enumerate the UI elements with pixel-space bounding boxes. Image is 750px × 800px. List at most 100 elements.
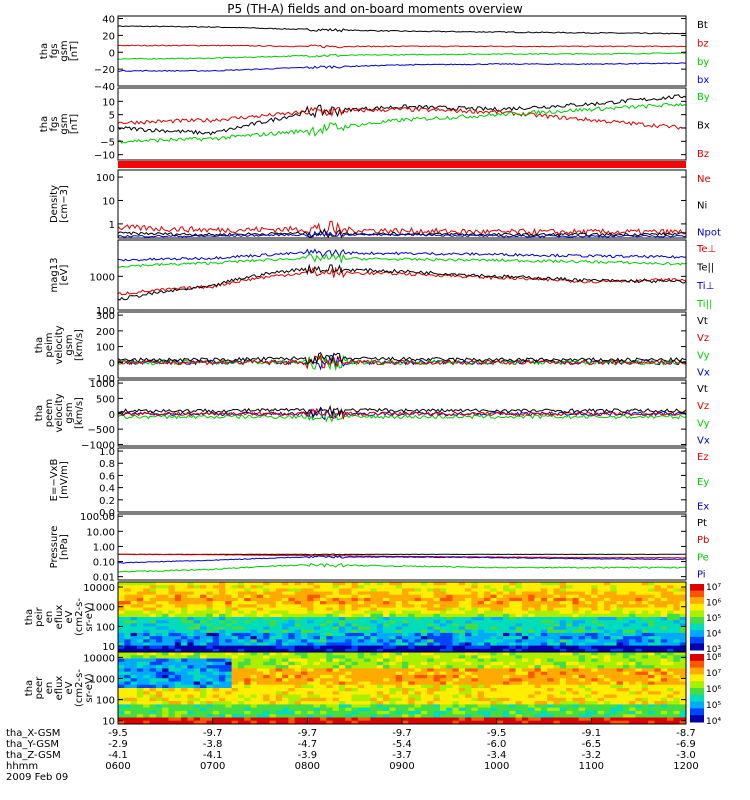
y-axis-label: en: [44, 611, 55, 624]
panel-peer-spec: 10⁸ 10⁷ 10⁶ 10⁵ 10⁴ 10000 1000 100 10 tha peer en ef…: [24, 651, 721, 728]
panel-plot-area: [118, 582, 686, 652]
y-tick-label: 10000: [83, 653, 115, 664]
y-tick-label: 300: [96, 311, 115, 322]
legend-entry: Te⊥: [696, 244, 716, 255]
orbit-value: -6.5: [582, 739, 602, 750]
y-axis-label: tha: [34, 337, 45, 353]
y-axis-label: eV: [64, 610, 75, 623]
orbit-value: -6.9: [676, 739, 696, 750]
y-tick-label: 1000: [90, 379, 115, 390]
legend-entry: Bz: [697, 149, 709, 160]
y-tick-label: 1.00: [93, 542, 115, 553]
orbit-row-label: tha_Z-GSM: [6, 750, 61, 761]
colorbar-label: 10⁷: [706, 583, 721, 593]
panel-plot-area: [118, 652, 686, 724]
y-tick-label: 0.10: [93, 558, 115, 569]
orbit-value: -3.0: [676, 750, 696, 761]
orbit-value: -6.0: [487, 739, 507, 750]
legend-entry: Ey: [697, 477, 709, 488]
y-tick-label: 100: [96, 622, 115, 633]
orbit-value: -4.7: [298, 739, 318, 750]
colorbar-label: 10⁴: [706, 717, 721, 727]
series-Bt: [118, 25, 686, 35]
y-axis-label: [nT]: [69, 114, 80, 134]
series-Pe: [118, 562, 686, 573]
colorbar-swatch: [690, 603, 704, 611]
x-tick-label: 1200: [673, 761, 698, 772]
series-Ne: [118, 220, 686, 237]
panel-pressure: 100.00 10.00 1.00 0.10 0.01 Pressure [nPa] Pt Pb…: [49, 512, 709, 583]
legend-entry: bz: [697, 38, 709, 49]
panel-plot-area: [118, 404, 686, 423]
y-axis-label: fgs: [49, 116, 60, 131]
x-tick-label: 1000: [484, 761, 509, 772]
y-tick-label: 100: [96, 306, 115, 317]
legend-entry: Vt: [697, 316, 708, 327]
series-Bz: [118, 106, 686, 130]
y-tick-label: −10: [94, 151, 115, 162]
colorbar-swatch: [690, 708, 704, 716]
y-tick-label: 0.4: [99, 484, 115, 495]
series-By: [118, 102, 686, 144]
panel-frame: [117, 311, 687, 379]
legend-entry: Vt: [697, 384, 708, 395]
panel-fgs-angle: 10 5 0 −5 −10 tha fgs gsm [nT] By Bx Bz: [39, 87, 710, 162]
y-axis-label: peim: [44, 332, 55, 357]
y-tick-label: 0.2: [99, 496, 115, 507]
y-tick-label: 1000: [90, 272, 115, 283]
colorbar-swatch: [690, 701, 704, 709]
legend-entry: Npot: [697, 227, 721, 238]
colorbar-swatch: [690, 688, 704, 696]
colorbar-swatch: [690, 654, 704, 662]
y-tick-label: 100.00: [80, 512, 115, 523]
series-Vz: [118, 407, 686, 420]
x-axis-label: hhmm: [6, 761, 38, 772]
y-tick-label: 20: [102, 31, 115, 42]
legend-entry: Pb: [697, 535, 709, 546]
series-bz: [118, 44, 686, 49]
colorbar-label: 10⁶: [706, 599, 721, 609]
plot-title: P5 (TH-A) fields and on-board moments ov…: [227, 2, 523, 16]
legend-entry: Te||: [696, 262, 714, 273]
y-tick-label: 0.6: [99, 471, 115, 482]
y-axis-label: (cm2-s-: [74, 598, 85, 636]
colorbar-swatch: [690, 636, 704, 644]
y-axis-label: [eV]: [59, 265, 70, 286]
orbit-value: -9.1: [582, 728, 602, 739]
y-axis-label: tha: [24, 680, 35, 696]
series-Pi: [118, 555, 686, 564]
colorbar-label: 10⁸: [706, 653, 721, 663]
panel-frame: [117, 513, 687, 581]
orbit-value: -2.9: [108, 739, 128, 750]
legend-entry: Vz: [697, 333, 709, 344]
y-axis-label: velocity: [54, 393, 65, 432]
legend-entry: Vy: [697, 418, 710, 429]
x-tick-label: 1100: [579, 761, 604, 772]
orbit-value: -4.1: [203, 750, 223, 761]
colorbar-label: 10³: [706, 645, 721, 655]
legend-entry: Vx: [697, 436, 710, 447]
y-tick-label: 200: [96, 327, 115, 338]
y-tick-label: 1: [109, 220, 115, 231]
orbit-value: -9.7: [298, 728, 318, 739]
y-axis-label: peer: [34, 676, 45, 700]
y-axis-label: gsm: [64, 402, 75, 423]
legend-entry: Pi: [697, 570, 706, 581]
date-label: 2009 Feb 09: [6, 772, 68, 783]
series-Ti-perp: [118, 248, 686, 262]
orbit-value: -9.5: [487, 728, 507, 739]
panel-plot-area: [118, 351, 686, 372]
colorbar-swatch: [690, 623, 704, 631]
y-tick-label: −20: [94, 65, 115, 76]
colorbar-swatch: [690, 694, 704, 703]
legend-entry: by: [697, 57, 709, 68]
y-tick-label: 100: [96, 343, 115, 354]
orbit-row-label: tha_X-GSM: [6, 728, 60, 739]
panel-temperature: 1000 100 mag13 [eV] Te⊥ Te|| Ti⊥ Ti||: [49, 239, 716, 317]
panel-peir-spec: 10⁷ 10⁶ 10⁵ 10⁴ 10³ 10000 1000 100 10 tha peir en ef…: [24, 581, 721, 655]
orbit-value: -9.5: [108, 728, 128, 739]
y-axis-label: eV: [64, 681, 75, 694]
colorbar-label: 10⁵: [706, 614, 721, 624]
y-tick-label: 0: [109, 358, 115, 369]
